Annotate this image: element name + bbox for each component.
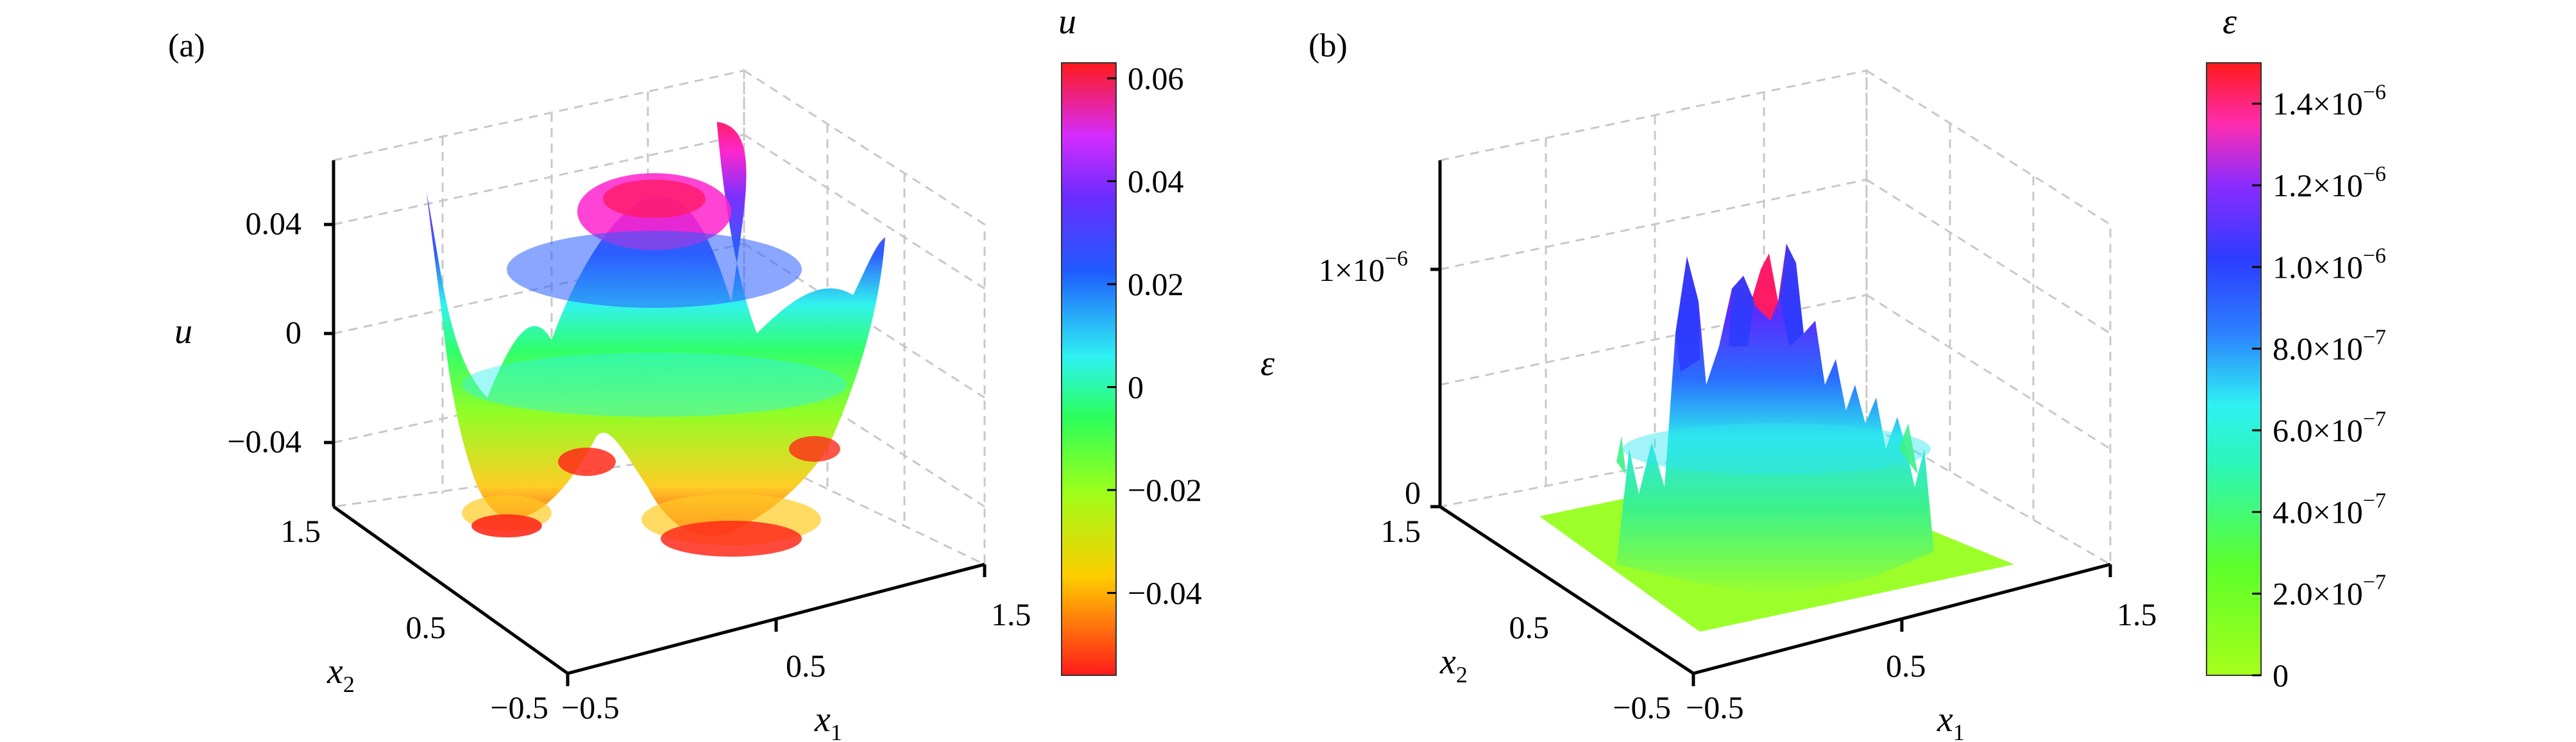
colorbar-tick-label: 1.4×10−6 (2273, 81, 2386, 122)
panel-b-axes (1430, 160, 2112, 686)
panel-b-x-tick-1: −0.5 (1686, 689, 1744, 725)
panel-b-colorbar-bar (2206, 62, 2262, 676)
panel-b-colorbar-title: ε (2223, 2, 2237, 42)
panel-b-colorbar: ε 1.4×10−6 1.2×10−6 1.0×10−6 8.0×10−7 6.0×10… (2206, 2, 2386, 693)
colorbar-tick-label: 2.0×10−7 (2273, 571, 2386, 612)
colorbar-tick-label: −0.04 (1128, 575, 1202, 611)
panel-a-y-tick-3: −0.5 (490, 689, 548, 725)
panel-a-label: (a) (168, 28, 205, 64)
colorbar-tick-label: 8.0×10−7 (2273, 326, 2386, 367)
panel-a-x-tick-3: 1.5 (991, 596, 1031, 632)
colorbar-tick-label: 6.0×10−7 (2273, 407, 2386, 448)
panel-a-colorbar-title: u (1058, 2, 1076, 42)
panel-a-axes (324, 160, 987, 686)
panel-b-y-label: x2 (1439, 642, 1468, 687)
panel-a: (a) (168, 2, 1202, 742)
panel-b-colorbar-ticks: 1.4×10−6 1.2×10−6 1.0×10−6 8.0×10−7 6.0×10−7… (2252, 81, 2386, 693)
panel-a-x-tick-2: 0.5 (786, 648, 826, 684)
panel-a-surface (427, 122, 885, 557)
panel-a-colorbar-ticks: 0.06 0.04 0.02 0 −0.02 −0.04 (1107, 60, 1202, 611)
panel-b-x-label: x1 (1936, 700, 1965, 742)
panel-b-y-tick-1: 1.5 (1381, 513, 1421, 549)
panel-b-z-tick-1: 1×10−6 (1319, 247, 1408, 288)
panel-a-x-tick-1: −0.5 (561, 689, 620, 725)
panel-a-z-tick-3: −0.04 (227, 423, 301, 459)
colorbar-tick-label: 0.06 (1128, 60, 1184, 96)
panel-a-z-tick-2: 0 (285, 314, 301, 350)
panel-b-x-tick-3: 1.5 (2117, 596, 2157, 632)
colorbar-tick-label: 0 (1128, 369, 1144, 405)
panel-a-z-tick-1: 0.04 (246, 205, 302, 241)
colorbar-tick-label: 1.2×10−6 (2273, 162, 2386, 203)
panel-a-y-tick-2: 0.5 (406, 609, 446, 645)
panel-b-label: (b) (1309, 28, 1348, 64)
panel-b-x-tick-2: 0.5 (1886, 648, 1926, 684)
colorbar-tick-label: −0.02 (1128, 472, 1202, 508)
panel-b-z-tick-2: 0 (1405, 475, 1421, 510)
panel-b-surface (1539, 244, 2014, 632)
panel-a-colorbar: u 0.06 0.04 0.02 0 −0.02 −0.04 (1058, 2, 1202, 676)
colorbar-tick-label: 4.0×10−7 (2273, 489, 2386, 530)
colorbar-tick-label: 0.04 (1128, 164, 1184, 199)
panel-a-y-tick-1: 1.5 (281, 513, 321, 549)
panel-b-y-tick-3: −0.5 (1613, 689, 1671, 725)
colorbar-tick-label: 1.0×10−6 (2273, 244, 2386, 285)
panel-a-x-label: x1 (814, 700, 842, 742)
panel-b-z-label: ε (1260, 344, 1275, 384)
panel-a-colorbar-bar (1061, 62, 1117, 676)
panel-b: (b) (1260, 2, 2386, 742)
panel-a-z-label: u (174, 312, 192, 351)
panel-b-y-tick-2: 0.5 (1509, 609, 1550, 645)
colorbar-tick-label: 0.02 (1128, 266, 1184, 302)
panel-a-y-label: x2 (326, 652, 355, 697)
colorbar-tick-label: 0 (2273, 657, 2289, 693)
